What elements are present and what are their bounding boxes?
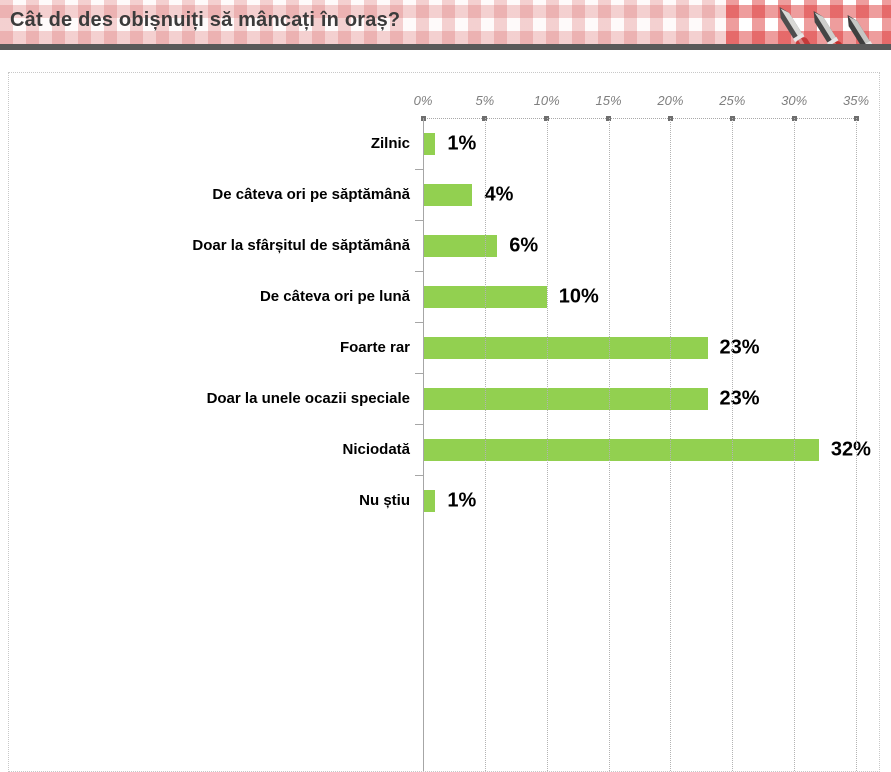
bar-value-label: 1% (447, 489, 476, 512)
vertical-gridline (547, 118, 548, 771)
x-axis-tick-label: 20% (642, 93, 698, 108)
page-title: Cât de des obișnuiți să mâncați în oraș? (10, 9, 400, 32)
header-divider (0, 44, 891, 50)
bar (423, 388, 708, 410)
bar-value-label: 10% (559, 285, 599, 308)
bar-row: De câteva ori pe săptămână 4% (9, 169, 879, 220)
x-axis-tick-label: 30% (766, 93, 822, 108)
bar-track: 4% (423, 184, 856, 206)
category-axis-tick (415, 169, 423, 170)
category-label: Doar la unele ocazii speciale (9, 390, 423, 407)
category-axis-tick (415, 373, 423, 374)
bar (423, 184, 472, 206)
vertical-gridline (732, 118, 733, 771)
category-label: De câteva ori pe săptămână (9, 186, 423, 203)
bar-track: 1% (423, 490, 856, 512)
bar-track: 10% (423, 286, 856, 308)
bar-value-label: 1% (447, 132, 476, 155)
category-axis-tick (415, 424, 423, 425)
category-label: Zilnic (9, 135, 423, 152)
chart-container: Zilnic 1% De câteva ori pe săptămână 4% Doar… (8, 72, 880, 772)
bar-rows: Zilnic 1% De câteva ori pe săptămână 4% Doar… (9, 118, 879, 526)
category-label: De câteva ori pe lună (9, 288, 423, 305)
bar-row: Doar la unele ocazii speciale 23% (9, 373, 879, 424)
vertical-gridline (670, 118, 671, 771)
bar-row: Foarte rar 23% (9, 322, 879, 373)
plot-area: Zilnic 1% De câteva ori pe săptămână 4% Doar… (9, 73, 879, 771)
bar-row: De câteva ori pe lună 10% (9, 271, 879, 322)
category-label: Nu știu (9, 492, 423, 509)
category-label: Niciodată (9, 441, 423, 458)
x-axis-tick-label: 5% (457, 93, 513, 108)
bar (423, 133, 435, 155)
bar (423, 490, 435, 512)
category-label: Foarte rar (9, 339, 423, 356)
vertical-gridline (856, 118, 857, 771)
category-axis-tick (415, 220, 423, 221)
bar-value-label: 23% (720, 336, 760, 359)
category-label: Doar la sfârșitul de săptămână (9, 237, 423, 254)
x-axis-tick-label: 35% (828, 93, 884, 108)
x-axis-tick-label: 15% (581, 93, 637, 108)
bar-value-label: 32% (831, 438, 871, 461)
cutlery-knives-icon (726, 0, 891, 44)
category-axis-tick (415, 271, 423, 272)
x-axis-tick-label: 25% (704, 93, 760, 108)
vertical-gridline (609, 118, 610, 771)
bar-row: Doar la sfârșitul de săptămână 6% (9, 220, 879, 271)
bar-track: 23% (423, 388, 856, 410)
bar-row: Zilnic 1% (9, 118, 879, 169)
x-axis-tick-label: 0% (395, 93, 451, 108)
vertical-gridline (485, 118, 486, 771)
vertical-gridline (794, 118, 795, 771)
category-axis-line (423, 118, 424, 771)
bar-track: 32% (423, 439, 856, 461)
bar (423, 235, 497, 257)
bar-value-label: 6% (509, 234, 538, 257)
bar (423, 337, 708, 359)
bar (423, 439, 819, 461)
cutlery-photo (726, 0, 891, 44)
category-axis-tick (415, 475, 423, 476)
bar-value-label: 4% (484, 183, 513, 206)
bar-track: 23% (423, 337, 856, 359)
x-axis-tick-label: 10% (519, 93, 575, 108)
category-axis-tick (415, 322, 423, 323)
bar-track: 1% (423, 133, 856, 155)
bar-value-label: 23% (720, 387, 760, 410)
bar-track: 6% (423, 235, 856, 257)
bar-row: Nu știu 1% (9, 475, 879, 526)
